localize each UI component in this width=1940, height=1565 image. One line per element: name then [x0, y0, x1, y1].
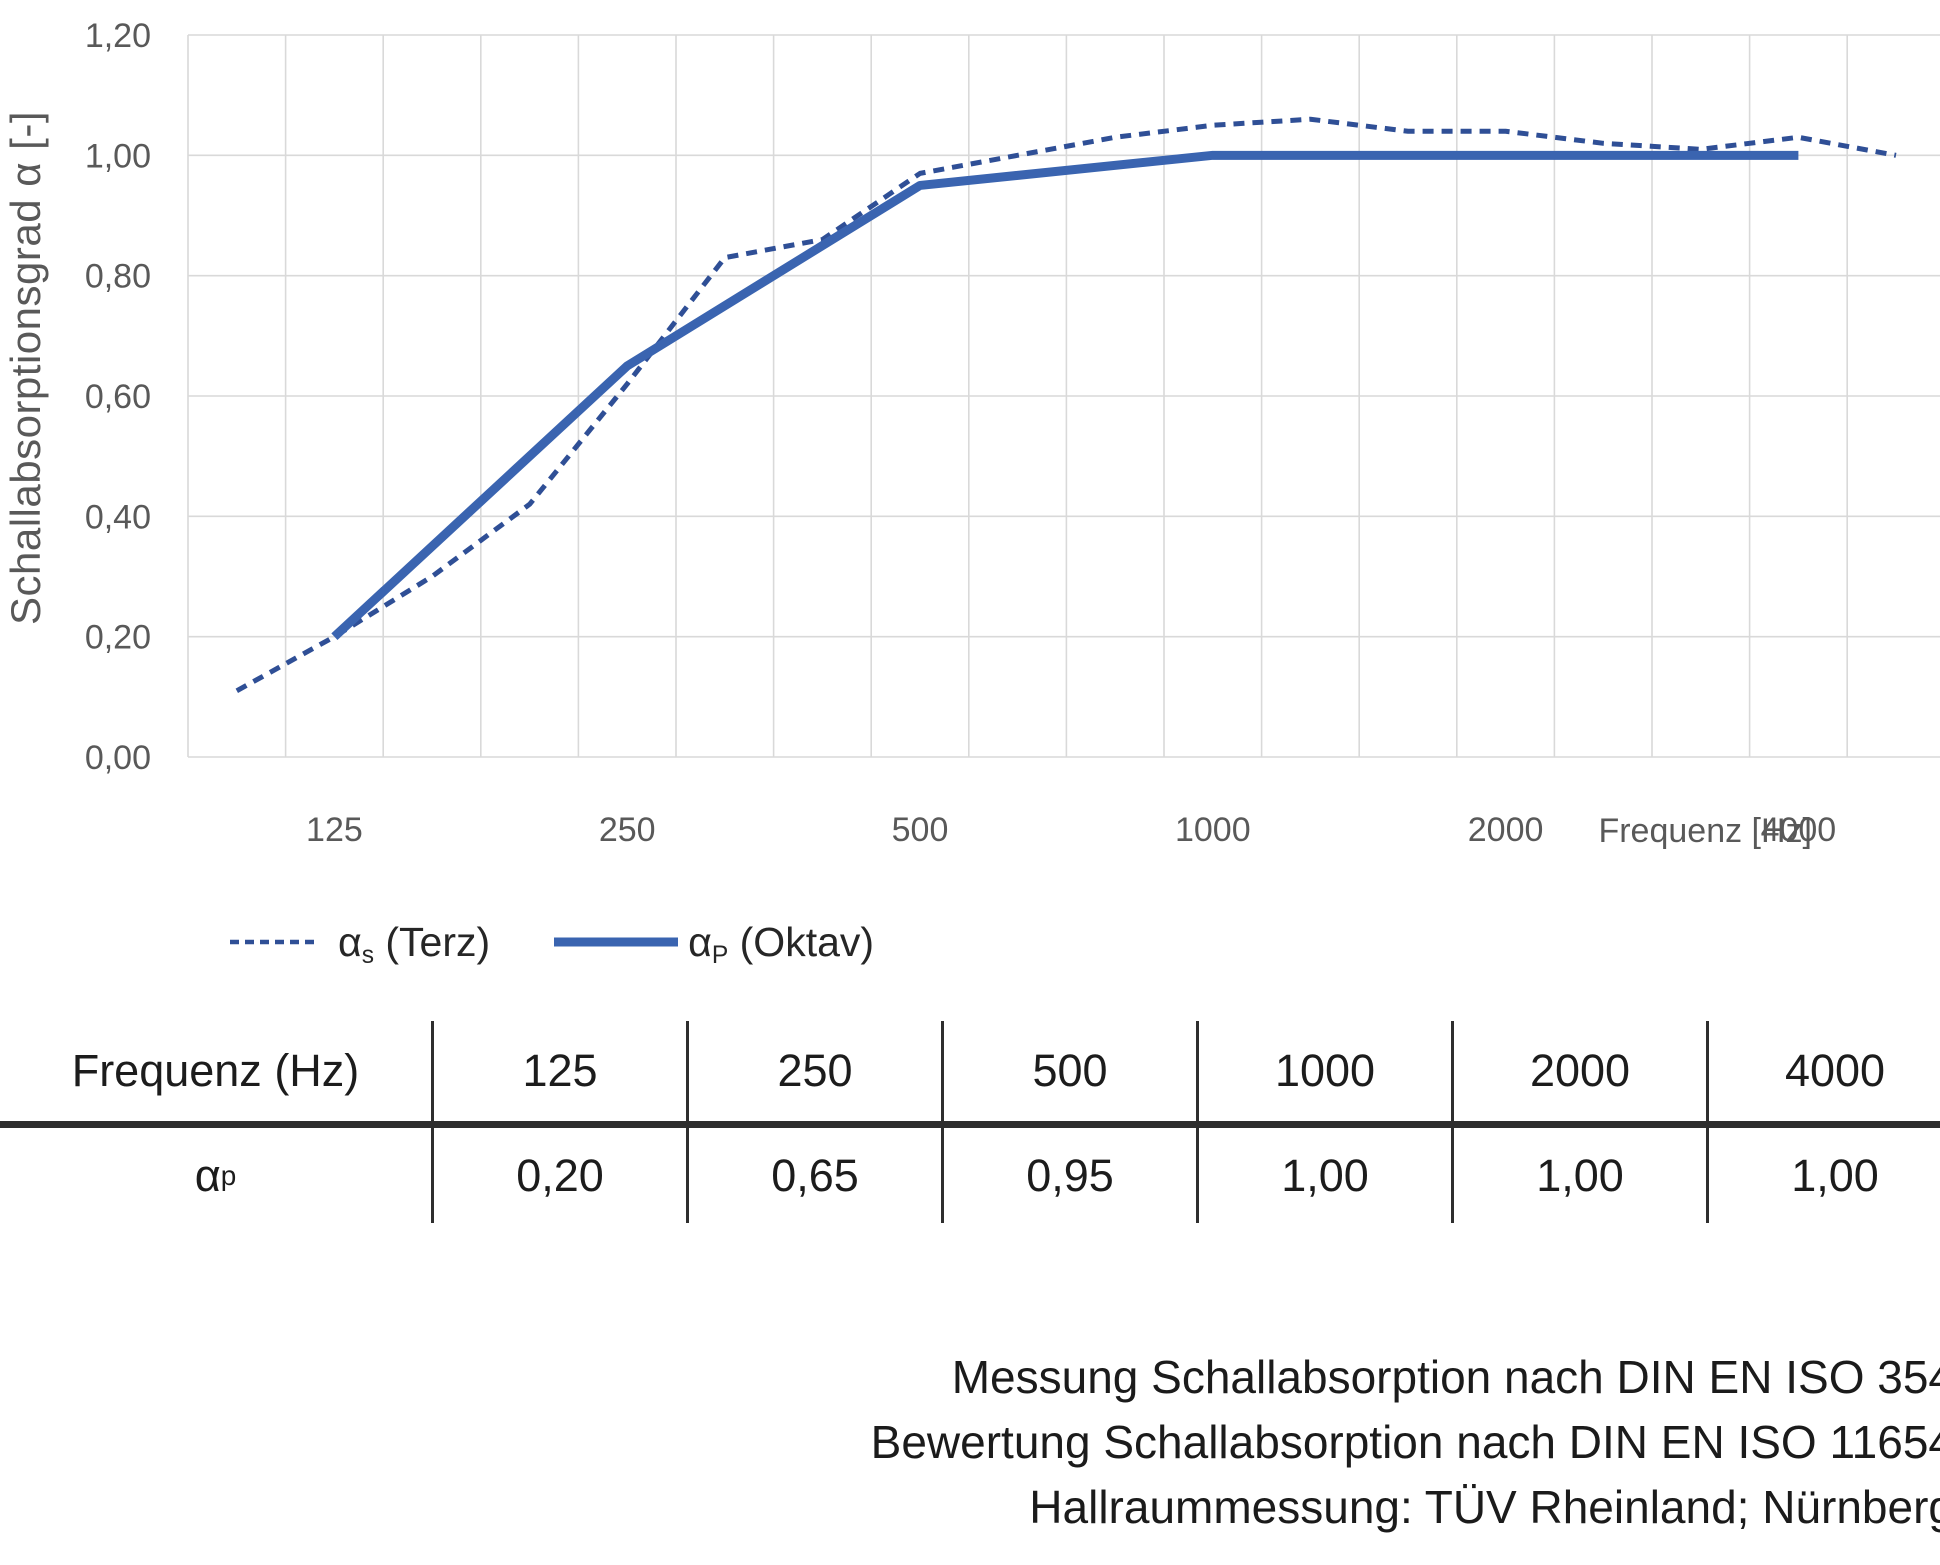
table-value-row: α p 0,20 0,65 0,95 1,00 1,00 1,00	[0, 1128, 1940, 1223]
legend-label-alpha-p: αP (Oktav)	[688, 918, 875, 969]
x-axis-title: Frequenz [Hz]	[1598, 812, 1812, 850]
legend-alpha-p-symbol: α	[688, 918, 712, 965]
absorption-chart: 0,00 0,20 0,40 0,60 0,80 1,00 1,20 125 250 500 100…	[85, 17, 1940, 849]
x-tick-label: 1000	[1175, 811, 1251, 849]
legend-solid-line-sample	[554, 937, 679, 947]
table-header-frequency-value: 1000	[1196, 1021, 1451, 1121]
chart-legend: αs (Terz) αP (Oktav)	[228, 914, 874, 970]
table-alpha-p-value: 1,00	[1196, 1128, 1451, 1223]
absorption-table: Frequenz (Hz) 125 250 500 1000 2000 4000 α p 0,2…	[0, 1021, 1940, 1223]
y-tick-label: 1,20	[85, 17, 151, 55]
legend-alpha-s-symbol: α	[338, 918, 362, 965]
table-header-frequency-value: 4000	[1706, 1021, 1940, 1121]
table-divider-line	[0, 1121, 1940, 1128]
table-header-row: Frequenz (Hz) 125 250 500 1000 2000 4000	[0, 1021, 1940, 1121]
table-header-frequency-label: Frequenz (Hz)	[71, 1045, 360, 1096]
legend-alpha-s-text: (Terz)	[374, 918, 491, 965]
x-tick-label: 250	[599, 811, 656, 849]
legend-alpha-p-subscript: P	[711, 941, 729, 969]
legend-alpha-p-text: (Oktav)	[728, 918, 875, 965]
y-tick-label: 0,80	[85, 258, 151, 296]
table-header-frequency-value: 2000	[1451, 1021, 1706, 1121]
table-alpha-p-value: 0,65	[686, 1128, 941, 1223]
table-alpha-symbol: α	[194, 1149, 221, 1201]
series-alpha-s-terz-line	[235, 116, 1897, 694]
footer-line-3: Hallraummessung: TÜV Rheinland; Nürnberg	[1029, 1481, 1940, 1533]
x-tick-label: 125	[306, 811, 363, 849]
x-tick-label: 4000	[1761, 811, 1837, 849]
footer-line-2: Bewertung Schallabsorption nach DIN EN I…	[870, 1416, 1940, 1468]
x-tick-label: 2000	[1468, 811, 1544, 849]
y-tick-label: 0,00	[85, 739, 151, 777]
y-tick-label: 0,60	[85, 378, 151, 416]
table-header-frequency-value: 500	[941, 1021, 1196, 1121]
y-axis-tick-labels: 0,00 0,20 0,40 0,60 0,80 1,00 1,20	[85, 17, 151, 777]
footer-line-1: Messung Schallabsorption nach DIN EN ISO…	[951, 1351, 1940, 1403]
table-alpha-p-value: 1,00	[1706, 1128, 1940, 1223]
y-tick-label: 0,40	[85, 498, 151, 536]
legend-alpha-s-subscript: s	[361, 941, 374, 969]
table-header-frequency-value: 125	[431, 1021, 686, 1121]
table-alpha-p-value: 0,20	[431, 1128, 686, 1223]
series-alpha-p-oktav-line	[331, 150, 1799, 640]
table-alpha-p-value: 1,00	[1451, 1128, 1706, 1223]
x-tick-label: 500	[892, 811, 949, 849]
table-alpha-p-value: 0,95	[941, 1128, 1196, 1223]
y-tick-label: 0,20	[85, 619, 151, 657]
legend-label-alpha-s: αs (Terz)	[338, 918, 491, 969]
y-tick-label: 1,00	[85, 137, 151, 175]
x-axis-tick-labels: 125 250 500 1000 2000 4000	[306, 811, 1836, 849]
chart-gridlines	[187, 34, 1940, 758]
footer-notes: Messung Schallabsorption nach DIN EN ISO…	[871, 1345, 1940, 1540]
table-header-frequency-value: 250	[686, 1021, 941, 1121]
legend-dashed-line-sample	[230, 939, 320, 945]
